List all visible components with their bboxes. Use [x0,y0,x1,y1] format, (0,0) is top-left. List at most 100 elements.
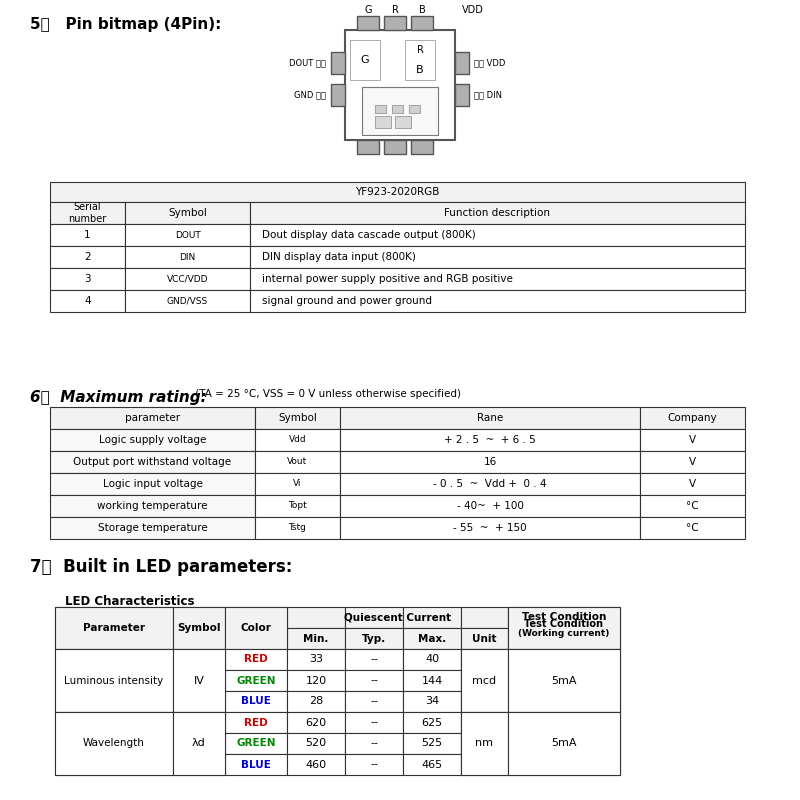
Text: BLUE: BLUE [241,759,271,770]
Text: Logic supply voltage: Logic supply voltage [99,435,206,445]
Text: B: B [418,5,426,15]
Text: VDD: VDD [462,5,484,15]
Bar [461,628,508,649]
Bar [50,429,255,451]
Bar [403,733,461,754]
Bar [55,754,173,775]
Bar [173,733,225,754]
Bar [340,451,640,473]
Text: Vi: Vi [294,479,302,489]
Bar [345,754,403,775]
Bar [345,628,403,649]
Text: --: -- [370,738,378,749]
Text: DOUT 输出: DOUT 输出 [289,58,326,67]
Text: 正极 VDD: 正极 VDD [474,58,506,67]
Bar [287,712,345,733]
Bar [461,712,508,775]
Bar [50,202,125,224]
Bar [173,607,225,628]
Bar [55,628,173,649]
Text: (Working current): (Working current) [518,630,610,638]
Bar [55,670,173,691]
Text: Storage temperature: Storage temperature [98,523,207,533]
Bar [640,429,745,451]
Text: LED Characteristics: LED Characteristics [65,595,194,608]
Text: V: V [689,479,696,489]
Bar [345,649,403,670]
Bar [508,607,620,649]
Text: 16: 16 [483,457,497,467]
Text: Symbol: Symbol [278,413,317,423]
Bar [287,607,345,628]
Text: 3: 3 [84,274,91,284]
Text: + 2 . 5  ~  + 6 . 5: + 2 . 5 ~ + 6 . 5 [444,435,536,445]
Bar [403,670,461,691]
Text: 465: 465 [422,759,442,770]
Text: nm: nm [475,738,494,749]
Bar [255,473,340,495]
Text: Tstg: Tstg [289,523,306,533]
Bar [403,628,461,649]
Bar [640,451,745,473]
Bar [508,649,620,670]
Text: Max.: Max. [418,634,446,643]
Bar [461,712,508,733]
Text: Symbol: Symbol [178,623,221,633]
Bar [403,607,461,628]
Bar [225,607,287,649]
Text: Vout: Vout [287,458,308,466]
Text: Symbol: Symbol [168,208,207,218]
Text: 40: 40 [425,654,439,665]
Bar [55,712,173,733]
Text: RED: RED [244,654,268,665]
Text: 5mA: 5mA [551,738,577,749]
Bar [173,691,225,712]
Text: Quiescent Current: Quiescent Current [344,613,451,622]
Text: V: V [689,435,696,445]
Bar [125,290,250,312]
Text: Parameter: Parameter [83,623,145,633]
Bar [50,495,255,517]
Bar [225,649,287,670]
Text: λd: λd [192,738,206,749]
Bar [55,712,173,775]
Text: GND/VSS: GND/VSS [167,297,208,306]
Bar [461,733,508,754]
Bar [508,733,620,754]
Text: --: -- [370,759,378,770]
Text: parameter: parameter [125,413,180,423]
Bar [403,754,461,775]
Bar [508,607,620,628]
Bar [405,40,435,80]
Text: 520: 520 [306,738,326,749]
Bar [331,84,345,106]
Text: signal ground and power ground: signal ground and power ground [262,296,432,306]
Text: - 40~  + 100: - 40~ + 100 [457,501,523,511]
Text: 7、  Built in LED parameters:: 7、 Built in LED parameters: [30,558,292,576]
Text: B: B [416,65,424,75]
Bar [125,224,250,246]
Bar [375,116,391,128]
Text: 4: 4 [84,296,91,306]
Bar [287,733,345,754]
Bar [362,87,438,135]
Text: internal power supply positive and RGB positive: internal power supply positive and RGB p… [262,274,513,284]
Text: GND 负极: GND 负极 [294,90,326,99]
Bar [287,628,345,649]
Text: 144: 144 [422,675,442,686]
Bar [50,473,255,495]
Bar [508,649,620,712]
Text: 33: 33 [309,654,323,665]
Text: 1: 1 [84,230,91,240]
Bar [461,649,508,712]
Bar [125,246,250,268]
Bar [225,712,287,733]
Bar [403,649,461,670]
Bar [384,140,406,154]
Bar [50,290,125,312]
Bar [125,268,250,290]
Text: - 55  ~  + 150: - 55 ~ + 150 [453,523,527,533]
Bar [250,268,745,290]
Bar [461,754,508,775]
Bar [331,52,345,74]
